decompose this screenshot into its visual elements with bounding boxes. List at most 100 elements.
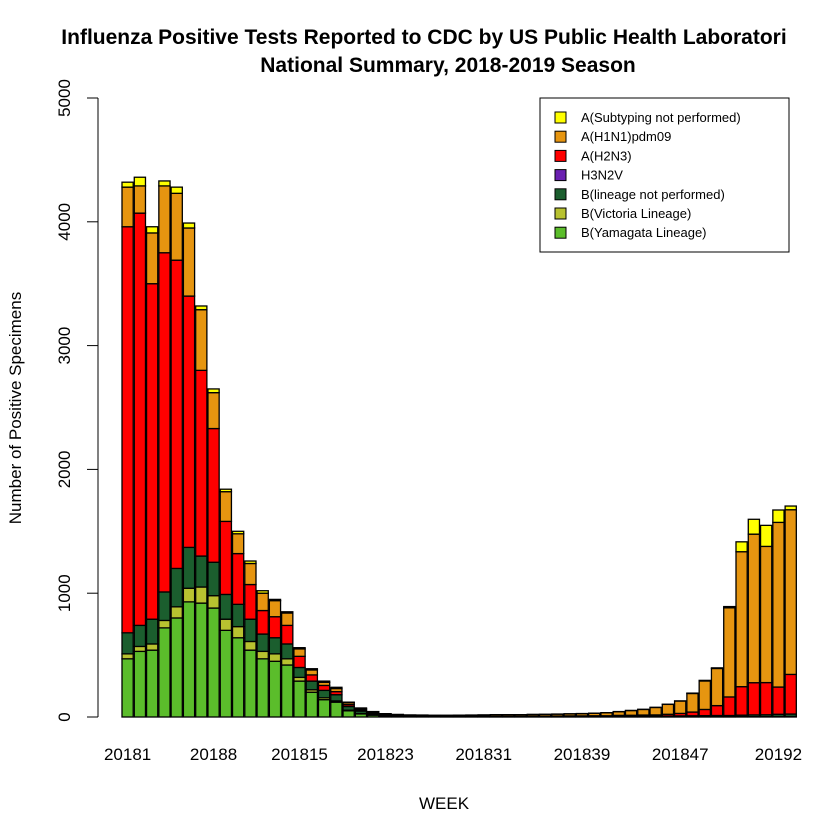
bar-stack-201845 (661, 703, 675, 718)
y-tick-label: 0 (55, 712, 74, 721)
bar-segment (121, 653, 134, 660)
bar-segment (268, 598, 282, 602)
bar-segment (256, 609, 269, 635)
bar-segment (268, 616, 282, 639)
bar-segment (317, 689, 331, 699)
bar-segment (182, 227, 196, 297)
bar-stack-201829 (465, 714, 478, 718)
bar-segment (158, 627, 171, 718)
bar-segment (158, 180, 171, 187)
bar-segment (661, 703, 675, 715)
bar-segment (231, 625, 245, 639)
bar-segment (195, 305, 208, 311)
legend-swatch (554, 149, 567, 162)
bar-stack-201847 (686, 692, 699, 718)
bar-stack-201840 (600, 712, 613, 718)
bar-segment (256, 658, 269, 718)
bar-segment (182, 601, 196, 718)
legend-swatch (554, 130, 567, 143)
bar-segment (759, 524, 773, 548)
bar-segment (747, 682, 761, 716)
bar-stack-20181 (121, 181, 134, 718)
legend-swatch (554, 188, 567, 201)
bar-stack-201818 (330, 686, 343, 718)
bar-segment (219, 618, 233, 631)
bar-stack-201846 (673, 700, 687, 718)
bar-stack-201821 (366, 710, 380, 718)
bar-segment (231, 552, 245, 605)
bar-segment (280, 658, 294, 666)
bar-segment (244, 583, 257, 620)
bar-segment (145, 226, 159, 234)
bar-segment (170, 567, 183, 608)
legend-label: B(Victoria Lineage) (581, 206, 691, 221)
bar-segment (244, 640, 257, 651)
bar-segment (195, 369, 208, 557)
bar-segment (231, 637, 245, 718)
bar-stack-201839 (587, 712, 601, 718)
bar-stack-201848 (698, 679, 712, 718)
bar-segment (182, 295, 196, 549)
bar-stack-201843 (637, 708, 650, 718)
legend: A(Subtyping not performed) A(H1N1)pdm09 A(… (539, 97, 790, 253)
bar-segment (772, 509, 785, 524)
bar-segment (133, 645, 147, 653)
bar-segment (735, 551, 748, 688)
bar-stack-20183 (145, 226, 159, 718)
bar-segment (710, 704, 724, 717)
bar-segment (195, 586, 208, 604)
bar-stack-201827 (440, 714, 454, 718)
bar-stack-20193 (784, 505, 797, 718)
bar-segment (710, 667, 724, 707)
bar-segment (305, 668, 319, 671)
bar-segment (231, 530, 245, 535)
bar-segment (207, 388, 220, 394)
legend-label: B(lineage not performed) (581, 187, 725, 202)
bar-segment (637, 708, 650, 716)
x-tick-label: 201823 (357, 745, 414, 764)
bar-segment (772, 521, 785, 688)
legend-item: A(Subtyping not performed) (554, 110, 741, 125)
chart-subtitle: National Summary, 2018-2019 Season (260, 54, 635, 77)
bar-stacks (121, 176, 797, 718)
y-tick-label: 5000 (55, 79, 74, 117)
bar-stack-20185 (170, 186, 183, 718)
bar-segment (207, 427, 220, 563)
legend-item: B(Yamagata Lineage) (554, 225, 707, 240)
bar-segment (170, 617, 183, 718)
bar-stack-201849 (710, 667, 724, 718)
bar-segment (330, 701, 343, 718)
y-axis-title: Number of Positive Specimens (6, 292, 25, 524)
legend-label: H3N2V (581, 168, 623, 183)
bar-stack-201814 (280, 611, 294, 718)
bar-segment (158, 619, 171, 629)
bar-stack-201830 (477, 714, 490, 718)
bar-segment (244, 560, 257, 565)
bar-stack-201810 (231, 530, 245, 718)
bar-segment (649, 706, 662, 716)
bar-segment (133, 212, 147, 627)
bar-segment (698, 708, 712, 717)
bar-segment (735, 686, 748, 716)
bar-segment (256, 590, 269, 594)
bar-segment (723, 605, 736, 609)
bar-segment (747, 533, 761, 684)
bar-segment (170, 606, 183, 619)
bar-segment (305, 680, 319, 691)
legend-swatch (554, 169, 567, 182)
bar-segment (280, 624, 294, 645)
bar-segment (280, 611, 294, 614)
bar-segment (121, 186, 134, 228)
bar-segment (342, 701, 355, 704)
bar-segment (158, 185, 171, 254)
bar-segment (686, 692, 699, 713)
bar-stack-201823 (391, 713, 405, 718)
bar-stack-201822 (379, 713, 392, 718)
bar-segment (330, 686, 343, 690)
bar-segment (121, 632, 134, 655)
bar-segment (317, 680, 331, 683)
bar-segment (772, 686, 785, 715)
bar-segment (293, 648, 306, 657)
x-tick-label: 20181 (104, 745, 151, 764)
bar-segment (195, 309, 208, 372)
